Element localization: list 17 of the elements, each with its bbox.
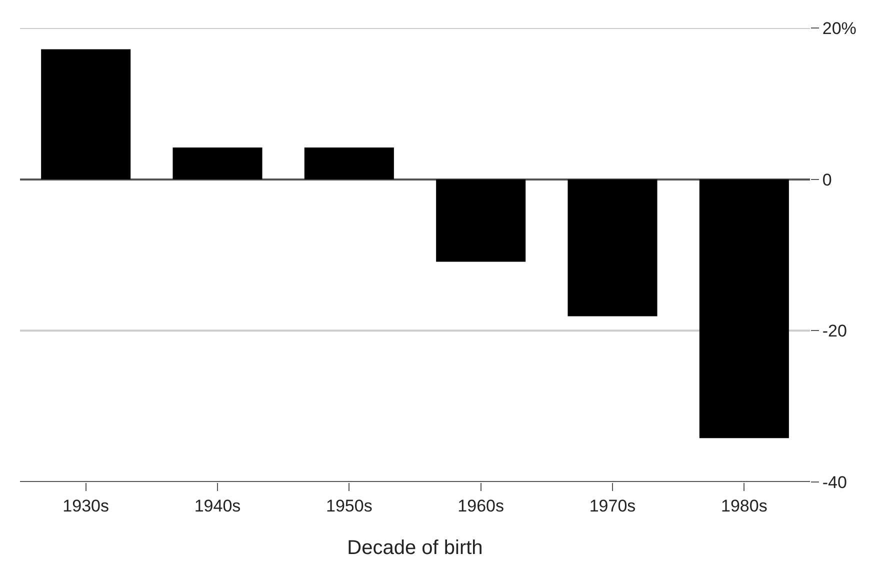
- y-tick-label: -40: [822, 472, 847, 492]
- bar: [568, 179, 658, 316]
- bar: [304, 148, 394, 180]
- bar: [436, 179, 526, 262]
- x-tick-label: 1970s: [589, 496, 636, 516]
- bar: [172, 148, 262, 180]
- x-tick-label: 1950s: [326, 496, 372, 516]
- x-tick-label: 1960s: [458, 496, 504, 516]
- x-tick-label: 1980s: [721, 496, 768, 516]
- y-tick-label: 0: [822, 170, 832, 190]
- y-tick-label: 20%: [822, 18, 856, 38]
- y-tick-label: -20: [822, 322, 847, 341]
- bar: [699, 179, 789, 438]
- bar: [41, 49, 131, 180]
- x-tick-label: 1930s: [62, 496, 109, 516]
- x-tick-label: 1940s: [194, 496, 241, 516]
- x-axis-title: Decade of birth: [347, 536, 483, 559]
